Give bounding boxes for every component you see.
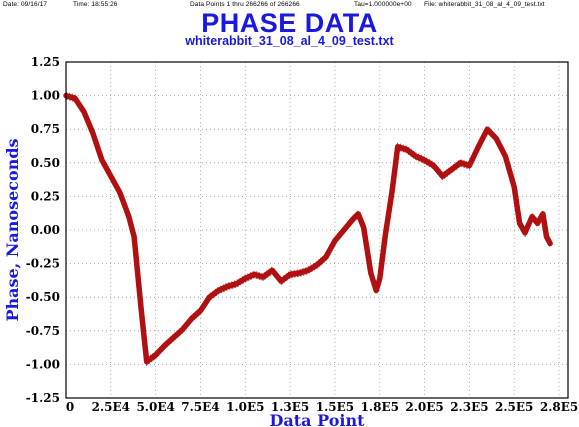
chart-subtitle: whiterabbit_31_08_al_4_09_test.txt [185, 34, 394, 48]
x-tick-label: 2.5E5 [495, 400, 533, 414]
series-0-noise-band [65, 91, 551, 361]
y-tick-label: -1.25 [26, 391, 60, 405]
x-tick-label: 7.5E4 [181, 400, 219, 414]
header-date: Date: 09/16/17 [3, 1, 48, 8]
y-tick-label: 0.75 [31, 122, 60, 136]
y-tick-label: -1.00 [26, 357, 60, 371]
header-tau: Tau=1.000000e+00 [354, 1, 412, 8]
x-tick-label: 2.3E5 [450, 400, 488, 414]
data-series [63, 91, 553, 367]
x-tick-label: 1.3E5 [271, 400, 309, 414]
x-axis-label: Data Point [270, 411, 366, 427]
plot-frame [65, 61, 569, 399]
x-tick-label: 2.8E5 [540, 400, 578, 414]
y-tick-label: 0.00 [31, 223, 60, 237]
series-0-noise-band [65, 97, 551, 367]
tick-labels: 0 2.5E4 5.0E4 7.5E4 1.0E5 1.3E5 1.5E5 1.8E5 2.0E… [26, 55, 578, 414]
y-tick-label: 0.50 [31, 156, 60, 170]
y-axis-label: Phase, Nanoseconds [3, 138, 22, 321]
y-tick-label: 0.25 [31, 189, 60, 203]
x-tick-label: 1.5E5 [316, 400, 354, 414]
x-tick-label: 2.5E4 [92, 400, 130, 414]
x-tick-label: 0 [66, 400, 74, 414]
series-0-line [63, 92, 553, 365]
y-tick-label: -0.75 [26, 324, 60, 338]
y-tick-label: 1.00 [31, 89, 60, 103]
header-time: Time: 18:55:26 [73, 1, 118, 8]
y-tick-label: -0.25 [26, 257, 60, 271]
x-tick-label: 2.0E5 [405, 400, 443, 414]
chart-title: PHASE DATA [201, 8, 378, 38]
header-file: File: whiterabbit_31_08_al_4_09_test.txt [424, 1, 545, 8]
header-data-points: Data Points 1 thru 266266 of 266266 [190, 1, 300, 8]
y-tick-label: 1.25 [31, 55, 60, 69]
y-tick-label: -0.50 [26, 290, 60, 304]
grid [66, 62, 568, 398]
x-tick-label: 5.0E4 [136, 400, 174, 414]
x-tick-label: 1.0E5 [226, 400, 264, 414]
x-tick-label: 1.8E5 [361, 400, 399, 414]
